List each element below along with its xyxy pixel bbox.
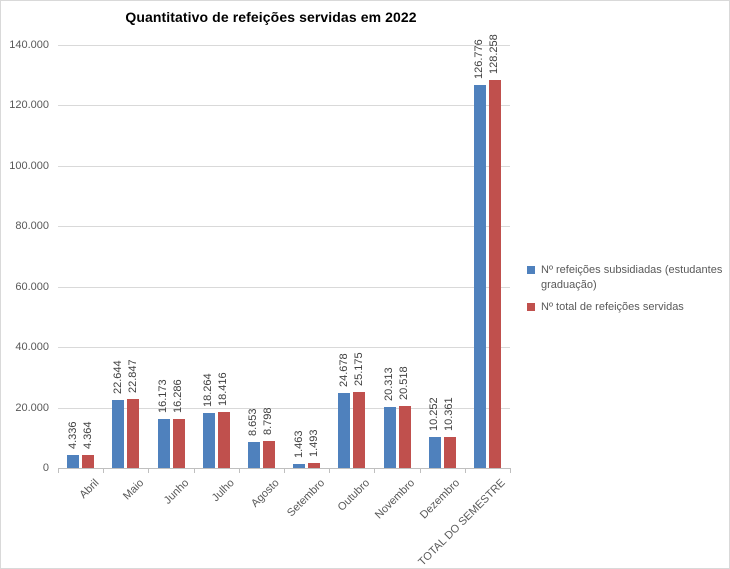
gridline xyxy=(58,105,510,106)
x-axis-tick-label-text: TOTAL DO SEMESTRE xyxy=(416,477,508,569)
x-axis-tick-mark xyxy=(103,469,104,473)
x-axis-tick-label-text: Outubro xyxy=(335,477,373,514)
x-axis-tick-label-text: Dezembro xyxy=(418,477,463,522)
value-label-text: 4.364 xyxy=(81,421,94,449)
bar xyxy=(127,399,140,468)
x-axis-tick-label-text: Maio xyxy=(120,477,147,503)
x-axis-tick-mark xyxy=(465,469,466,473)
value-label-text: 128.258 xyxy=(488,34,501,74)
bar xyxy=(353,392,366,468)
gridline xyxy=(58,226,510,227)
value-label-text: 126.776 xyxy=(473,39,486,79)
y-axis-tick-label: 40.000 xyxy=(15,341,49,353)
x-axis-tick-label-text: Agosto xyxy=(249,477,282,510)
y-axis-tick-label: 20.000 xyxy=(15,402,49,414)
legend: Nº refeições subsidiadas (estudantes gra… xyxy=(527,263,723,315)
value-label-text: 18.264 xyxy=(202,373,215,407)
legend-label-total: Nº total de refeições servidas xyxy=(541,301,684,313)
value-label-text: 16.173 xyxy=(157,379,169,413)
legend-label-subsidiadas: Nº refeições subsidiadas (estudantes gra… xyxy=(541,264,723,291)
value-label-text: 10.252 xyxy=(428,397,441,431)
x-axis-tick-mark xyxy=(194,469,195,473)
bar xyxy=(398,406,411,468)
bar xyxy=(488,80,501,468)
chart-title: Quantitativo de refeições servidas em 20… xyxy=(125,9,417,25)
legend-entry-subsidiadas: Nº refeições subsidiadas (estudantes gra… xyxy=(527,263,723,293)
x-axis-tick-label-text: Setembro xyxy=(284,477,328,520)
y-axis-tick-label: 80.000 xyxy=(15,220,49,232)
bar xyxy=(157,419,170,468)
bar xyxy=(112,400,125,468)
bar xyxy=(202,413,215,468)
value-label-text: 1.463 xyxy=(292,430,305,458)
x-axis-tick-label-text: Junho xyxy=(161,477,192,507)
value-label-text: 8.798 xyxy=(262,407,275,435)
y-axis-tick-label: 100.000 xyxy=(9,160,49,172)
x-axis-tick-mark xyxy=(510,469,511,473)
value-label-text: 24.678 xyxy=(337,353,350,387)
x-axis-tick-mark xyxy=(284,469,285,473)
value-label-text: 10.361 xyxy=(443,397,456,431)
x-axis-tick-mark xyxy=(420,469,421,473)
value-label-text: 18.416 xyxy=(217,372,230,406)
value-label-text: 4.336 xyxy=(66,421,79,449)
bar xyxy=(308,463,321,468)
x-axis-tick-label-text: Novembro xyxy=(373,477,418,522)
gridline xyxy=(58,347,510,348)
value-label-text: 8.653 xyxy=(247,408,260,436)
x-axis-tick-label-text: Julho xyxy=(209,477,237,505)
x-axis-tick-mark xyxy=(374,469,375,473)
value-label-text: 22.847 xyxy=(126,359,139,393)
y-axis-tick-label: 60.000 xyxy=(15,281,49,293)
gridline xyxy=(58,408,510,409)
bar xyxy=(383,407,396,468)
bar xyxy=(67,455,80,468)
legend-entry-total: Nº total de refeições servidas xyxy=(527,300,723,315)
x-axis-tick-label-text: Abril xyxy=(77,477,102,502)
gridline xyxy=(58,287,510,288)
bar xyxy=(247,442,260,468)
value-label-text: 20.313 xyxy=(383,367,395,401)
x-axis-tick-mark xyxy=(329,469,330,473)
y-axis-tick-label: 120.000 xyxy=(9,99,49,111)
gridline xyxy=(58,45,510,46)
x-axis-tick-mark xyxy=(58,469,59,473)
value-label-text: 22.644 xyxy=(111,360,124,394)
bar xyxy=(217,412,230,468)
gridline xyxy=(58,166,510,167)
bar xyxy=(293,464,306,468)
y-axis-tick-label: 140.000 xyxy=(9,39,49,51)
y-axis-tick-label: 0 xyxy=(42,462,49,474)
x-axis-line xyxy=(58,468,511,469)
value-label-text: 25.175 xyxy=(352,352,365,386)
bar xyxy=(443,437,456,468)
legend-swatch-red xyxy=(527,303,535,311)
x-axis-tick-mark xyxy=(148,469,149,473)
value-label-text: 1.493 xyxy=(307,429,320,457)
bar xyxy=(172,419,185,468)
x-axis-tick-mark xyxy=(239,469,240,473)
bar xyxy=(428,437,441,468)
bar xyxy=(473,85,486,468)
legend-swatch-blue xyxy=(527,266,535,274)
bar xyxy=(262,441,275,468)
bar xyxy=(82,455,95,468)
value-label-text: 16.286 xyxy=(172,379,184,413)
bar xyxy=(338,393,351,468)
value-label-text: 20.518 xyxy=(398,366,410,400)
